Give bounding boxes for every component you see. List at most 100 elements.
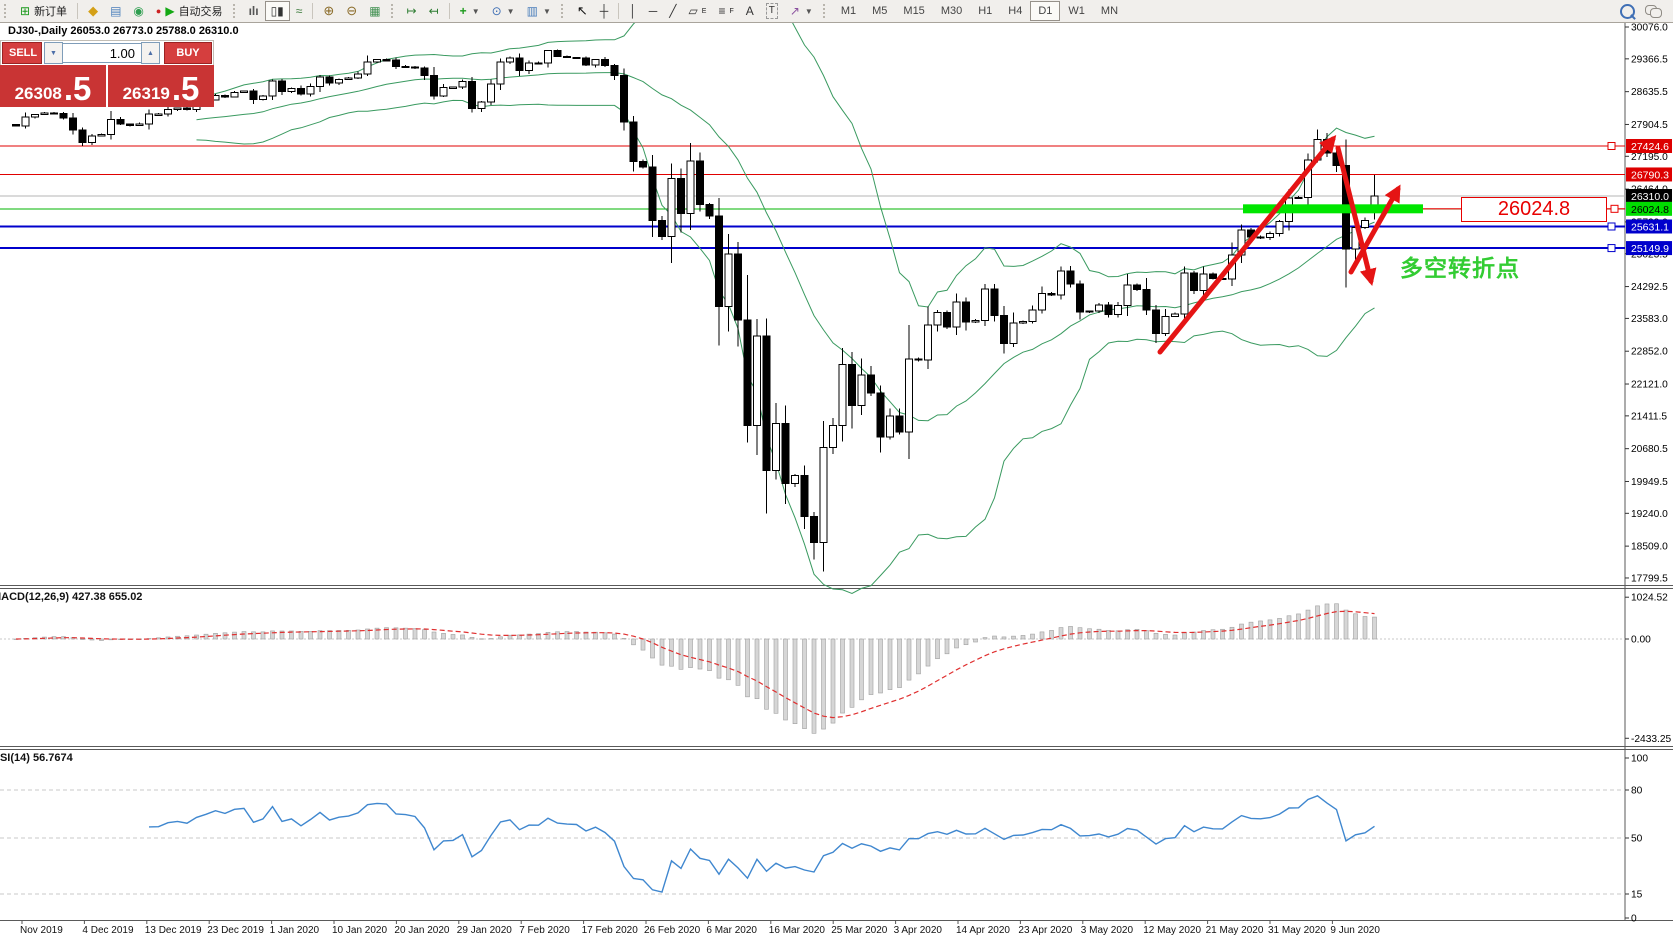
svg-text:12 May 2020: 12 May 2020: [1143, 925, 1201, 936]
candlestick-chart-type-button[interactable]: ▯▮: [264, 1, 290, 21]
trend-arrows[interactable]: [1157, 135, 1401, 355]
macd-panel: 1024.52 0.00 -2433.25: [0, 593, 1672, 745]
buy-button[interactable]: BUY: [164, 42, 212, 64]
volume-decrease-button[interactable]: ▼: [44, 42, 63, 64]
svg-text:9 Jun 2020: 9 Jun 2020: [1330, 925, 1380, 936]
navigator-icon: ▤: [110, 4, 122, 18]
one-click-trade-panel: SELL ▼ ▲ BUY 26308 .5 26319 .5: [0, 40, 214, 107]
trendline-icon: ╱: [669, 4, 677, 18]
timeframe-m30-button[interactable]: M30: [933, 1, 970, 21]
buy-price-int: 26319: [122, 84, 170, 103]
new-order-label: 新订单: [34, 6, 68, 18]
rsi-panel: 100 80 50 15 0: [0, 754, 1648, 925]
horizontal-line-tool-button[interactable]: ─: [643, 1, 664, 21]
data-window-icon: ◆: [88, 3, 99, 18]
sell-price[interactable]: 26308 .5: [0, 65, 108, 107]
svg-text:7 Feb 2020: 7 Feb 2020: [519, 925, 570, 936]
dropdown-caret-icon: ▼: [542, 6, 551, 16]
date-axis[interactable]: Nov 2019 4 Dec 2019 13 Dec 2019 23 Dec 2019…: [20, 920, 1380, 936]
signals-button[interactable]: ◉: [127, 1, 149, 21]
svg-text:23 Dec 2019: 23 Dec 2019: [207, 925, 264, 936]
toolbar-grip[interactable]: [4, 4, 11, 18]
auto-trading-label: 自动交易: [178, 6, 223, 18]
toolbar-separator: [312, 3, 314, 19]
svg-text:50: 50: [1631, 834, 1643, 845]
timeframe-buttons: M1 M5 M15 M30 H1 H4 D1 W1 MN: [833, 1, 1126, 21]
price-axis[interactable]: 30076.029366.528635.527904.527195.026464…: [1625, 23, 1672, 585]
line-handles[interactable]: [1607, 141, 1616, 253]
fibonacci-tool-button[interactable]: ≡ F: [712, 1, 739, 21]
toolbar-grip[interactable]: [390, 4, 398, 18]
new-order-button[interactable]: ⊞ 新订单: [14, 1, 73, 21]
timeframe-m5-button[interactable]: M5: [864, 1, 895, 21]
timeframe-m1-button[interactable]: M1: [833, 1, 864, 21]
buy-price[interactable]: 26319 .5: [108, 65, 214, 107]
crosshair-tool-button[interactable]: ┼: [594, 1, 615, 21]
price-level-flag[interactable]: 26024.8: [1461, 196, 1607, 222]
svg-text:13 Dec 2019: 13 Dec 2019: [145, 925, 202, 936]
sell-price-int: 26308: [14, 84, 62, 103]
svg-text:100: 100: [1631, 754, 1648, 765]
chat-icon[interactable]: [1645, 4, 1662, 18]
timeframe-mn-button[interactable]: MN: [1093, 1, 1126, 21]
horizontal-line-objects[interactable]: [0, 145, 1625, 250]
toolbar-separator: [77, 3, 79, 19]
bar-chart-type-button[interactable]: ılı: [243, 1, 265, 21]
timeframe-w1-button[interactable]: W1: [1060, 1, 1093, 21]
svg-text:20680.5: 20680.5: [1631, 444, 1668, 455]
support-level-bar[interactable]: [1243, 204, 1625, 214]
panel-separators[interactable]: [0, 22, 1673, 921]
navigator-button[interactable]: ▤: [104, 1, 127, 21]
vertical-line-icon: │: [629, 4, 637, 18]
timeframe-m15-button[interactable]: M15: [895, 1, 932, 21]
text-tool-button[interactable]: A: [740, 1, 760, 21]
channel-e-label: E: [701, 7, 707, 15]
sell-button[interactable]: SELL: [2, 42, 42, 64]
auto-scroll-icon: ↦: [406, 4, 417, 18]
svg-text:26790.3: 26790.3: [1631, 169, 1669, 181]
svg-text:15: 15: [1631, 890, 1643, 901]
trendline-tool-button[interactable]: ╱: [663, 1, 682, 21]
svg-text:17 Feb 2020: 17 Feb 2020: [582, 925, 639, 936]
svg-text:17799.5: 17799.5: [1631, 573, 1668, 584]
zoom-out-button[interactable]: ⊖: [340, 1, 363, 21]
search-icon[interactable]: [1620, 3, 1635, 19]
text-label-tool-button[interactable]: T: [760, 1, 784, 21]
indicators-button[interactable]: + ▼: [454, 1, 486, 21]
auto-trading-button[interactable]: ● ▶ 自动交易: [150, 1, 229, 21]
templates-button[interactable]: ▥ ▼: [521, 1, 557, 21]
svg-text:1 Jan 2020: 1 Jan 2020: [270, 925, 320, 936]
channel-tool-button[interactable]: ▱ E: [683, 1, 713, 21]
buy-price-frac: .5: [171, 70, 200, 107]
periods-button[interactable]: ⊙ ▼: [486, 1, 521, 21]
arrows-tool-button[interactable]: ↗ ▼: [784, 1, 819, 21]
timeframe-h1-button[interactable]: H1: [970, 1, 1000, 21]
cursor-tool-button[interactable]: ↖: [571, 1, 594, 21]
volume-increase-button[interactable]: ▲: [141, 42, 160, 64]
svg-text:6 Mar 2020: 6 Mar 2020: [706, 925, 757, 936]
svg-text:30076.0: 30076.0: [1631, 23, 1668, 34]
arrows-tool-icon: ↗: [789, 4, 800, 18]
chart-symbol-ohlc: DJ30-,Daily 26053.0 26773.0 25788.0 2631…: [8, 25, 239, 37]
vertical-line-tool-button[interactable]: │: [623, 1, 643, 21]
turning-point-annotation[interactable]: 多空转折点: [1400, 255, 1520, 281]
zoom-in-button[interactable]: ⊕: [317, 1, 340, 21]
new-order-icon: ⊞: [20, 4, 31, 18]
svg-text:27195.0: 27195.0: [1631, 152, 1668, 163]
timeframe-d1-button[interactable]: D1: [1030, 1, 1061, 21]
line-chart-type-button[interactable]: ≈: [290, 1, 309, 21]
svg-text:21 May 2020: 21 May 2020: [1206, 925, 1264, 936]
toolbar-grip[interactable]: [822, 4, 830, 18]
fibonacci-f-label: F: [729, 7, 734, 15]
toolbar-grip[interactable]: [560, 4, 568, 18]
svg-text:0.00: 0.00: [1631, 635, 1651, 646]
trade-panel-prices: 26308 .5 26319 .5: [0, 65, 214, 107]
volume-input[interactable]: [63, 43, 141, 63]
auto-scroll-button[interactable]: ↦: [401, 1, 423, 21]
chart-shift-button[interactable]: ↤: [423, 1, 445, 21]
toolbar-grip[interactable]: [232, 4, 240, 18]
timeframe-h4-button[interactable]: H4: [1000, 1, 1030, 21]
tile-windows-button[interactable]: ▦: [363, 1, 386, 21]
data-window-button[interactable]: ◆: [82, 1, 104, 21]
